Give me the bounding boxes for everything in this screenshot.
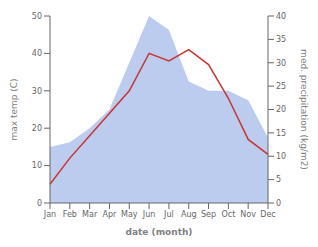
svg-text:Feb: Feb bbox=[63, 210, 77, 219]
svg-text:40: 40 bbox=[276, 12, 286, 21]
svg-text:Jan: Jan bbox=[43, 210, 56, 219]
svg-text:35: 35 bbox=[276, 35, 286, 44]
svg-text:30: 30 bbox=[276, 59, 286, 68]
svg-text:10: 10 bbox=[32, 161, 42, 170]
svg-text:20: 20 bbox=[32, 124, 42, 133]
svg-text:Apr: Apr bbox=[103, 210, 118, 219]
svg-text:date (month): date (month) bbox=[126, 227, 193, 237]
svg-text:Nov: Nov bbox=[240, 210, 256, 219]
svg-text:25: 25 bbox=[276, 82, 286, 91]
svg-text:0: 0 bbox=[276, 199, 281, 208]
svg-text:50: 50 bbox=[32, 12, 42, 21]
svg-text:Jun: Jun bbox=[142, 210, 156, 219]
svg-text:40: 40 bbox=[32, 49, 42, 58]
svg-text:5: 5 bbox=[276, 175, 281, 184]
svg-text:Sep: Sep bbox=[201, 210, 216, 219]
svg-text:30: 30 bbox=[32, 87, 42, 96]
svg-text:0: 0 bbox=[37, 199, 42, 208]
svg-text:Dec: Dec bbox=[260, 210, 275, 219]
svg-text:Oct: Oct bbox=[221, 210, 235, 219]
svg-text:20: 20 bbox=[276, 105, 286, 114]
svg-text:Aug: Aug bbox=[181, 210, 197, 219]
svg-text:med. precipitation (kg/m2): med. precipitation (kg/m2) bbox=[299, 49, 309, 170]
svg-text:May: May bbox=[121, 210, 138, 219]
svg-text:Mar: Mar bbox=[82, 210, 98, 219]
svg-text:10: 10 bbox=[276, 152, 286, 161]
svg-text:15: 15 bbox=[276, 129, 286, 138]
svg-text:max temp (C): max temp (C) bbox=[9, 78, 19, 140]
svg-text:Jul: Jul bbox=[163, 210, 174, 219]
